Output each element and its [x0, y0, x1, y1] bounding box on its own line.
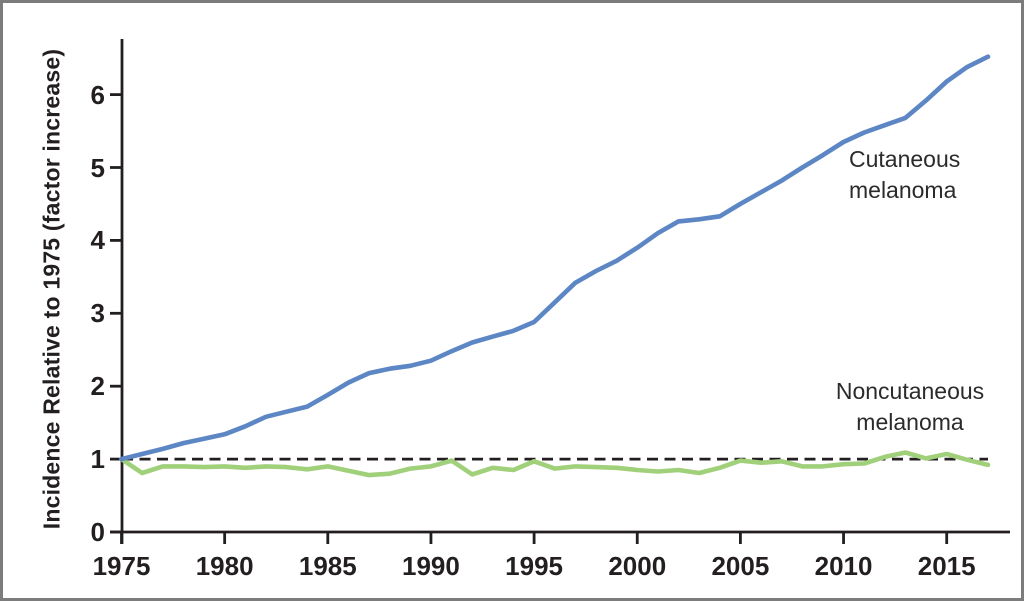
- y-tick-label: 0: [90, 517, 105, 547]
- x-tick-label: 1995: [505, 551, 564, 581]
- x-tick-label: 1990: [402, 551, 460, 581]
- y-tick-label: 3: [90, 298, 105, 329]
- x-tick-label: 2005: [711, 551, 770, 581]
- series-line-noncutaneous: [119, 450, 991, 478]
- y-tick-label: 5: [90, 152, 105, 183]
- series-label-cutaneous: Cutaneous melanoma: [849, 146, 961, 203]
- y-tick-label: 4: [90, 225, 105, 256]
- series-line-cutaneous: [119, 54, 991, 462]
- x-tick-label: 1975: [92, 551, 151, 581]
- x-tick-label: 2010: [814, 551, 873, 581]
- y-tick-label: 2: [90, 371, 105, 402]
- x-tick-label: 1980: [195, 551, 254, 581]
- y-tick-label: 6: [90, 79, 105, 110]
- series-label-noncutaneous: Noncutaneous melanoma: [835, 378, 985, 435]
- x-tick-label: 2015: [917, 551, 976, 581]
- chart-canvas: [110, 39, 1010, 544]
- y-tick-label: 1: [90, 444, 105, 475]
- x-tick-label: 2000: [608, 551, 667, 581]
- x-tick-label: 1985: [298, 551, 357, 581]
